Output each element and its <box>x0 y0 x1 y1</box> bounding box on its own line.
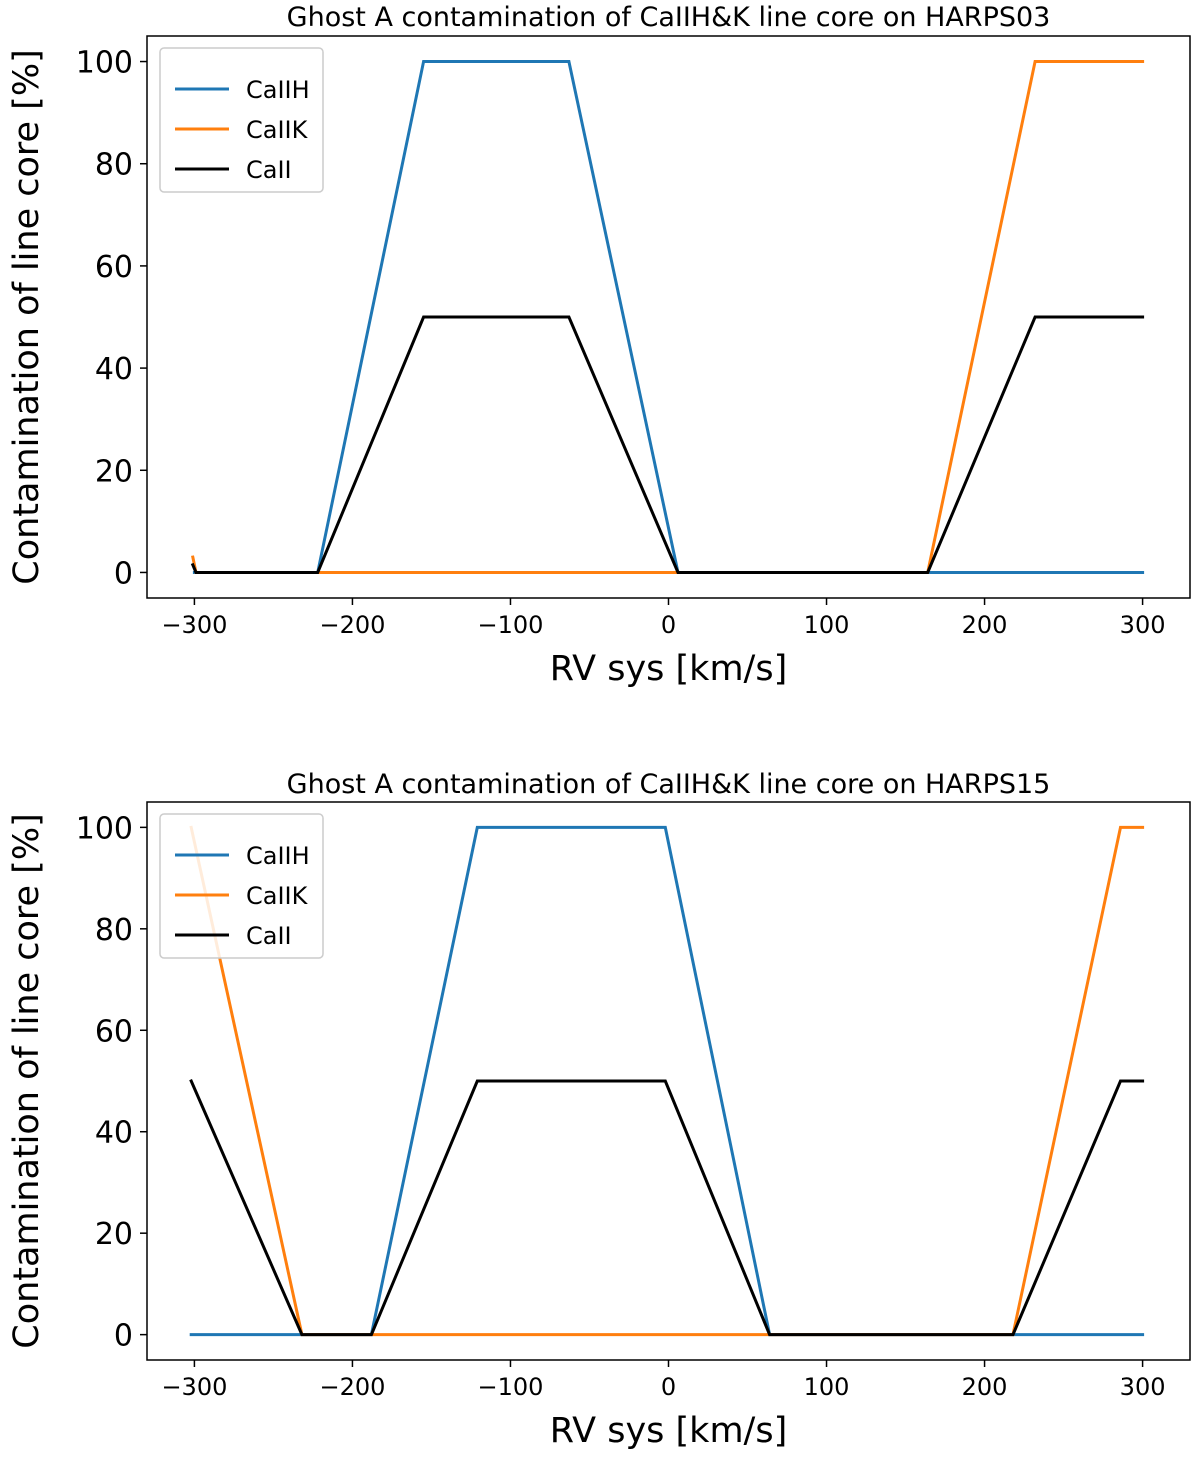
series-line-caii <box>190 315 1145 574</box>
legend-label-caiik: CaIIK <box>246 882 309 910</box>
y-axis-label: Contamination of line core [%] <box>7 49 47 584</box>
x-tick-label: 200 <box>962 1373 1008 1401</box>
chart-harps15: Ghost A contamination of CaIIH&K line co… <box>7 769 1191 1451</box>
x-tick-label: 0 <box>661 611 676 639</box>
series-line-caiik <box>191 60 1145 574</box>
series-group <box>189 825 1145 1337</box>
y-tick-label: 60 <box>95 1014 133 1049</box>
x-tick-label: 300 <box>1120 1373 1166 1401</box>
series-group <box>190 60 1145 574</box>
x-tick-label: −300 <box>161 1373 227 1401</box>
x-tick-label: 100 <box>804 611 850 639</box>
y-tick-label: 100 <box>76 811 133 846</box>
series-line-caii <box>189 1079 1145 1337</box>
legend-label-caiik: CaIIK <box>246 116 309 144</box>
x-tick-label: −100 <box>478 611 544 639</box>
y-tick-label: 40 <box>95 352 133 387</box>
legend-label-caiih: CaIIH <box>246 842 310 870</box>
x-tick-label: 100 <box>804 1373 850 1401</box>
legend <box>159 47 324 193</box>
x-tick-label: 300 <box>1120 611 1166 639</box>
y-tick-label: 0 <box>114 1319 133 1354</box>
series-line-caiih <box>192 60 1145 574</box>
legend-label-caii: CaII <box>246 922 292 950</box>
legend-label-caiih: CaIIH <box>246 76 310 104</box>
chart-harps03: Ghost A contamination of CaIIH&K line co… <box>7 2 1191 689</box>
x-axis-label: RV sys [km/s] <box>550 1411 787 1451</box>
x-tick-label: −100 <box>478 1373 544 1401</box>
chart-title: Ghost A contamination of CaIIH&K line co… <box>287 2 1051 33</box>
y-tick-label: 80 <box>95 913 133 948</box>
y-tick-label: 40 <box>95 1116 133 1151</box>
y-tick-label: 80 <box>95 148 133 183</box>
x-tick-label: −200 <box>319 1373 385 1401</box>
y-tick-label: 20 <box>95 454 133 489</box>
chart-title: Ghost A contamination of CaIIH&K line co… <box>287 769 1051 800</box>
x-tick-label: −300 <box>161 611 227 639</box>
legend-label-caii: CaII <box>246 156 292 184</box>
x-tick-label: 200 <box>962 611 1008 639</box>
legend <box>159 813 324 959</box>
x-tick-label: −200 <box>319 611 385 639</box>
x-axis-label: RV sys [km/s] <box>550 649 787 689</box>
y-axis-label: Contamination of line core [%] <box>7 813 47 1348</box>
y-tick-label: 20 <box>95 1217 133 1252</box>
y-tick-label: 100 <box>76 46 133 81</box>
y-tick-label: 60 <box>95 250 133 285</box>
x-tick-label: 0 <box>661 1373 676 1401</box>
y-tick-label: 0 <box>114 556 133 591</box>
